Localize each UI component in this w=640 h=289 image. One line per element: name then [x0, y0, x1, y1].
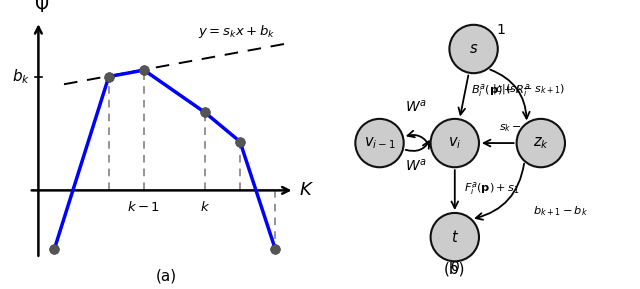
Text: $z_k$: $z_k$ [532, 135, 548, 151]
Circle shape [449, 25, 498, 73]
Circle shape [516, 119, 565, 167]
Text: $s$: $s$ [469, 42, 478, 56]
Text: $b_{k+1} - b_k$: $b_{k+1} - b_k$ [532, 205, 588, 218]
Text: $K$: $K$ [299, 181, 314, 199]
Text: $F_i^a(\mathbf{p}) + s_1$: $F_i^a(\mathbf{p}) + s_1$ [464, 180, 520, 197]
Text: $v_i$: $v_i$ [448, 135, 461, 151]
Circle shape [431, 213, 479, 261]
Text: 0: 0 [451, 260, 459, 274]
Text: $k-1$: $k-1$ [127, 200, 161, 214]
Text: $W^a$: $W^a$ [405, 158, 427, 174]
Text: (a): (a) [156, 268, 177, 284]
Text: $b_k$: $b_k$ [12, 67, 31, 86]
Text: $s_k - s_{k+1}$: $s_k - s_{k+1}$ [499, 122, 550, 134]
Text: $B_i^a(\mathbf{p}) + R_i^a$: $B_i^a(\mathbf{p}) + R_i^a$ [471, 82, 531, 99]
Text: $y = s_k x + b_k$: $y = s_k x + b_k$ [198, 23, 275, 40]
Circle shape [355, 119, 404, 167]
Text: $t$: $t$ [451, 229, 459, 245]
Text: $k$: $k$ [200, 200, 210, 214]
Text: $v_{i-1}$: $v_{i-1}$ [364, 135, 396, 151]
Text: $|c|(s_k - s_{k+1})$: $|c|(s_k - s_{k+1})$ [492, 82, 565, 96]
Circle shape [431, 119, 479, 167]
Text: (b): (b) [444, 261, 465, 276]
Text: 1: 1 [496, 23, 505, 37]
Text: $W^a$: $W^a$ [405, 99, 427, 115]
Text: $\Psi$: $\Psi$ [34, 0, 49, 16]
